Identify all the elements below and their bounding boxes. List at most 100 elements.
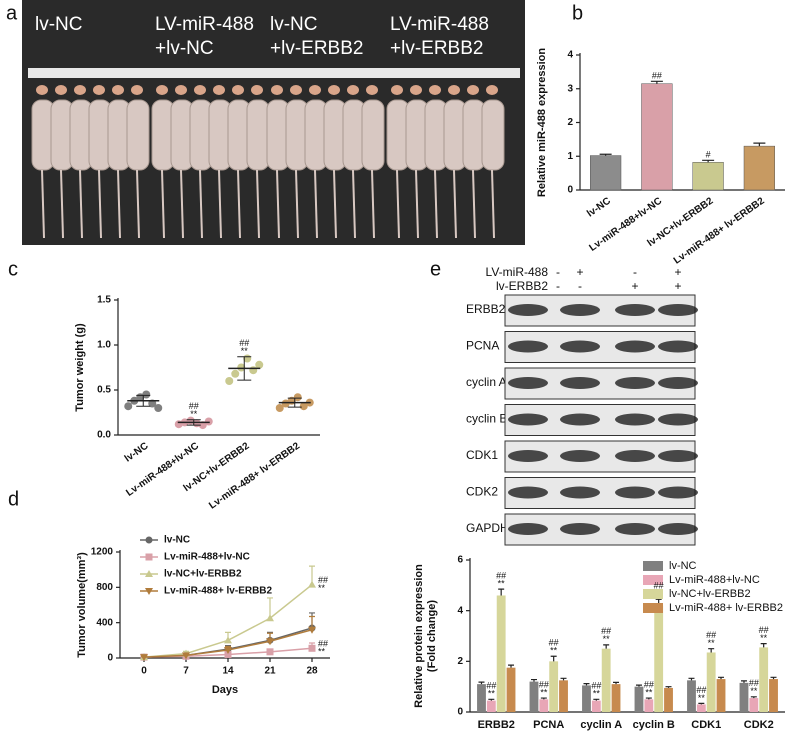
significance: ** <box>241 346 249 356</box>
band <box>508 377 548 389</box>
condition-sign: - <box>578 279 582 293</box>
band <box>658 523 698 535</box>
data-point <box>204 417 213 426</box>
tail <box>276 169 280 239</box>
tumor <box>366 85 378 95</box>
legend-swatch <box>643 589 663 599</box>
y-axis-label: Relative miR-488 expression <box>536 48 548 197</box>
y-tick-label: 0 <box>107 653 113 664</box>
ruler <box>28 68 520 78</box>
bar <box>664 687 673 712</box>
significance: ** <box>318 583 326 593</box>
bar <box>549 661 559 712</box>
band <box>560 377 600 389</box>
x-axis-label: Days <box>212 684 238 696</box>
legend-marker <box>145 588 153 595</box>
tail <box>199 169 203 239</box>
blot-row-label: PCNA <box>466 339 499 353</box>
error-bar <box>753 142 766 147</box>
blot-row-label: ERBB2 <box>466 302 506 316</box>
bar <box>644 699 654 712</box>
tumor <box>36 85 48 95</box>
series-line <box>143 629 313 658</box>
band <box>508 486 548 499</box>
bar <box>477 684 486 712</box>
x-tick-label: PCNA <box>533 719 564 731</box>
y-tick-label: 0.5 <box>97 385 111 396</box>
error-bar <box>708 648 715 653</box>
significance: ** <box>698 693 706 703</box>
data-point <box>154 404 163 412</box>
error-bar <box>540 697 547 700</box>
panel-letter: a <box>6 2 18 24</box>
tumor <box>391 85 403 95</box>
bar <box>716 679 726 712</box>
tail <box>434 169 438 239</box>
tail <box>60 169 64 239</box>
mouse <box>481 99 505 171</box>
tumor <box>448 85 460 95</box>
band <box>615 413 655 426</box>
tail <box>453 169 457 239</box>
band <box>508 340 548 353</box>
significance: ** <box>645 687 653 697</box>
significance: ** <box>318 647 326 657</box>
tumor <box>328 85 340 95</box>
panel-letter: e <box>430 258 441 280</box>
tail <box>237 169 241 239</box>
x-tick-label: lv-NC <box>585 196 613 220</box>
legend-label: Lv-miR-488+lv-NC <box>669 574 760 586</box>
y-tick-label: 1200 <box>91 547 114 558</box>
band <box>658 486 698 499</box>
band <box>615 377 655 389</box>
group-label: LV-miR-488 <box>390 14 489 35</box>
tail <box>218 169 222 239</box>
legend-label: Lv-miR-488+ lv-ERBB2 <box>164 586 273 597</box>
data-point <box>275 404 284 412</box>
tail <box>98 169 102 239</box>
y-tick-label: 1.5 <box>97 295 111 306</box>
group-label: lv-NC <box>35 14 83 35</box>
data-point <box>281 399 290 408</box>
data-point <box>299 402 308 411</box>
error-bar <box>603 644 610 649</box>
y-tick-label: 0.0 <box>97 430 111 441</box>
x-tick-label: CDK2 <box>744 719 774 731</box>
tumor <box>251 85 263 95</box>
tail <box>161 169 165 239</box>
significance: ** <box>498 579 506 589</box>
significance: ## <box>644 679 654 689</box>
tail <box>136 169 140 239</box>
error-bar <box>760 643 767 648</box>
legend-swatch <box>643 561 663 571</box>
y-axis-label: Tumor weight (g) <box>74 323 86 412</box>
error-bar <box>599 153 612 156</box>
blot-row-label: GAPDH <box>466 521 509 535</box>
bar <box>582 685 591 712</box>
panel-letter: c <box>8 258 18 280</box>
band <box>508 450 548 462</box>
significance: ** <box>750 686 758 696</box>
significance: ## <box>652 71 662 81</box>
legend-label: lv-NC+lv-ERBB2 <box>669 588 751 600</box>
error-bar <box>665 686 672 688</box>
error-bar <box>740 680 747 683</box>
bar <box>591 700 601 712</box>
error-bar <box>688 677 695 681</box>
y-axis-label: Tumor volume(mm³) <box>76 552 88 658</box>
tail <box>295 169 299 239</box>
blot-row-label: CDK2 <box>466 485 498 499</box>
y-tick-label: 400 <box>96 617 113 628</box>
legend-swatch <box>643 575 663 585</box>
data-point <box>249 366 258 375</box>
y-tick-label: 0 <box>567 185 573 196</box>
condition-sign: - <box>556 265 560 279</box>
band <box>560 413 600 426</box>
tumor <box>55 85 67 95</box>
band <box>560 304 600 316</box>
tumor <box>93 85 105 95</box>
band <box>560 486 600 499</box>
bar <box>590 155 622 191</box>
